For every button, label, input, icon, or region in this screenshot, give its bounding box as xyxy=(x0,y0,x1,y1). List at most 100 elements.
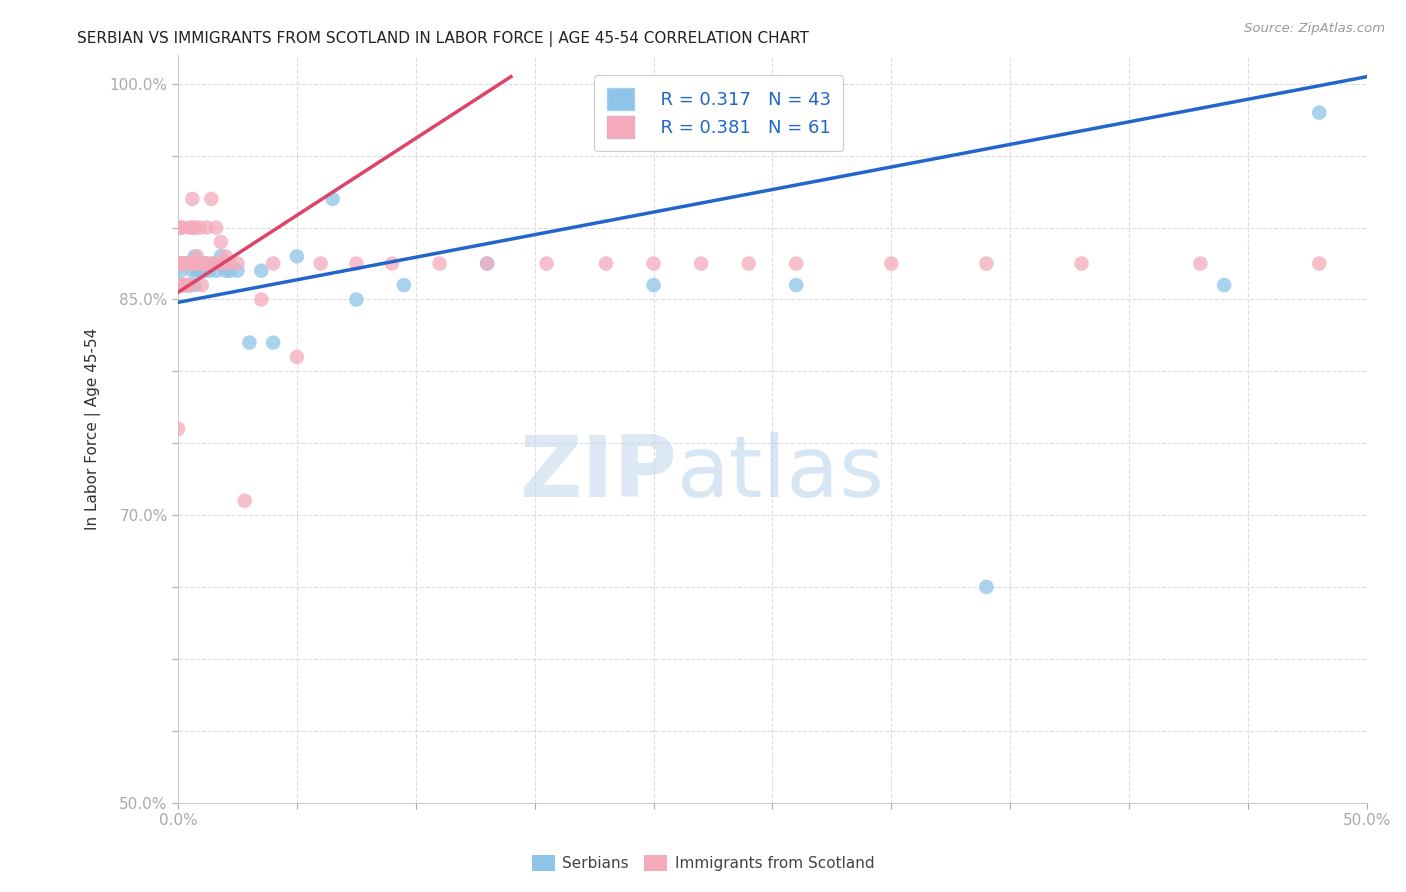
Point xyxy=(595,256,617,270)
Point xyxy=(193,264,215,278)
Point xyxy=(181,192,204,206)
Point xyxy=(737,256,759,270)
Point xyxy=(785,278,807,293)
Point xyxy=(172,278,194,293)
Point xyxy=(167,278,190,293)
Point xyxy=(172,256,194,270)
Point xyxy=(536,256,558,270)
Point xyxy=(238,335,260,350)
Point xyxy=(179,278,201,293)
Point xyxy=(1213,278,1236,293)
Point xyxy=(200,192,222,206)
Point xyxy=(181,256,204,270)
Point xyxy=(198,264,221,278)
Point xyxy=(233,493,256,508)
Point xyxy=(202,256,225,270)
Point xyxy=(250,293,273,307)
Point xyxy=(167,422,190,436)
Point xyxy=(181,256,204,270)
Point xyxy=(250,264,273,278)
Y-axis label: In Labor Force | Age 45-54: In Labor Force | Age 45-54 xyxy=(86,327,101,530)
Text: atlas: atlas xyxy=(678,433,886,516)
Point xyxy=(179,256,201,270)
Point xyxy=(880,256,903,270)
Point xyxy=(262,256,284,270)
Point xyxy=(174,278,197,293)
Point xyxy=(209,235,232,249)
Point xyxy=(176,256,198,270)
Point xyxy=(202,256,225,270)
Point xyxy=(191,256,214,270)
Point xyxy=(429,256,451,270)
Point xyxy=(183,278,205,293)
Point xyxy=(207,256,229,270)
Point xyxy=(186,264,208,278)
Point xyxy=(174,278,197,293)
Legend: Serbians, Immigrants from Scotland: Serbians, Immigrants from Scotland xyxy=(526,849,880,877)
Point xyxy=(167,220,190,235)
Point xyxy=(309,256,332,270)
Text: SERBIAN VS IMMIGRANTS FROM SCOTLAND IN LABOR FORCE | AGE 45-54 CORRELATION CHART: SERBIAN VS IMMIGRANTS FROM SCOTLAND IN L… xyxy=(77,31,810,47)
Point xyxy=(1308,105,1330,120)
Point xyxy=(209,249,232,263)
Point xyxy=(690,256,713,270)
Point xyxy=(181,264,204,278)
Point xyxy=(179,256,201,270)
Point xyxy=(214,264,236,278)
Text: Source: ZipAtlas.com: Source: ZipAtlas.com xyxy=(1244,22,1385,36)
Point xyxy=(285,350,308,364)
Point xyxy=(205,220,228,235)
Point xyxy=(172,256,194,270)
Point xyxy=(475,256,498,270)
Point xyxy=(219,256,242,270)
Point xyxy=(226,264,249,278)
Point xyxy=(205,264,228,278)
Point xyxy=(186,249,208,263)
Point xyxy=(183,249,205,263)
Point xyxy=(191,256,214,270)
Point xyxy=(219,264,242,278)
Point xyxy=(179,220,201,235)
Point xyxy=(392,278,415,293)
Point xyxy=(344,256,367,270)
Point xyxy=(167,256,190,270)
Point xyxy=(191,278,214,293)
Point xyxy=(191,264,214,278)
Point xyxy=(176,278,198,293)
Point xyxy=(174,278,197,293)
Point xyxy=(174,256,197,270)
Point xyxy=(344,293,367,307)
Legend:   R = 0.317   N = 43,   R = 0.381   N = 61: R = 0.317 N = 43, R = 0.381 N = 61 xyxy=(595,76,844,151)
Point xyxy=(169,256,191,270)
Point xyxy=(186,256,208,270)
Point xyxy=(226,256,249,270)
Point xyxy=(169,264,191,278)
Point xyxy=(176,278,198,293)
Text: ZIP: ZIP xyxy=(520,433,678,516)
Point xyxy=(183,256,205,270)
Point xyxy=(169,278,191,293)
Point xyxy=(172,278,194,293)
Point xyxy=(381,256,404,270)
Point xyxy=(181,220,204,235)
Point xyxy=(1308,256,1330,270)
Point xyxy=(322,192,344,206)
Point xyxy=(179,278,201,293)
Point xyxy=(167,278,190,293)
Point xyxy=(262,335,284,350)
Point xyxy=(176,256,198,270)
Point xyxy=(195,256,218,270)
Point xyxy=(188,256,211,270)
Point xyxy=(172,220,194,235)
Point xyxy=(195,220,218,235)
Point xyxy=(193,256,215,270)
Point xyxy=(285,249,308,263)
Point xyxy=(214,249,236,263)
Point xyxy=(643,256,665,270)
Point xyxy=(167,278,190,293)
Point xyxy=(174,256,197,270)
Point xyxy=(976,256,998,270)
Point xyxy=(212,256,235,270)
Point xyxy=(785,256,807,270)
Point xyxy=(188,264,211,278)
